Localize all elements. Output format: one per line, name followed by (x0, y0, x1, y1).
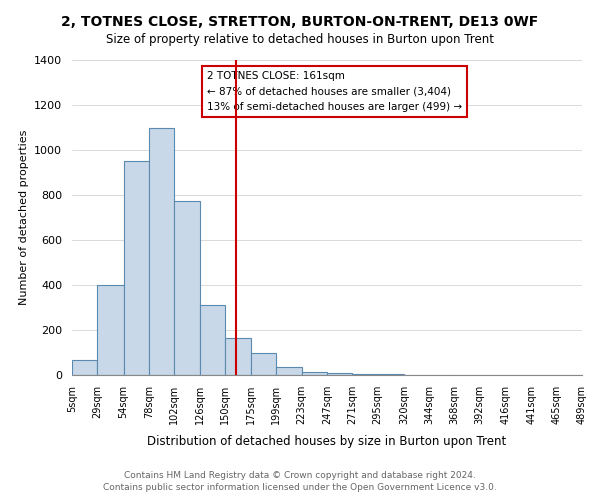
Bar (199, 305, 225, 375)
Bar (352, 374, 377, 375)
Bar (72, 360, 97, 375)
Bar (302, 372, 327, 375)
Text: Size of property relative to detached houses in Burton upon Trent: Size of property relative to detached ho… (106, 32, 494, 46)
Bar (225, 338, 251, 375)
Bar (124, 161, 149, 375)
Bar (377, 374, 404, 375)
Bar (327, 373, 352, 375)
Bar (277, 367, 302, 375)
X-axis label: Distribution of detached houses by size in Burton upon Trent: Distribution of detached houses by size … (148, 435, 506, 448)
Y-axis label: Number of detached properties: Number of detached properties (19, 130, 29, 305)
Bar (149, 128, 174, 375)
Bar (97, 285, 124, 375)
Bar (174, 200, 199, 375)
Text: Contains HM Land Registry data © Crown copyright and database right 2024.
Contai: Contains HM Land Registry data © Crown c… (103, 471, 497, 492)
Bar (251, 352, 277, 375)
Text: 2, TOTNES CLOSE, STRETTON, BURTON-ON-TRENT, DE13 0WF: 2, TOTNES CLOSE, STRETTON, BURTON-ON-TRE… (61, 15, 539, 29)
Text: 2 TOTNES CLOSE: 161sqm
← 87% of detached houses are smaller (3,404)
13% of semi-: 2 TOTNES CLOSE: 161sqm ← 87% of detached… (207, 71, 462, 112)
